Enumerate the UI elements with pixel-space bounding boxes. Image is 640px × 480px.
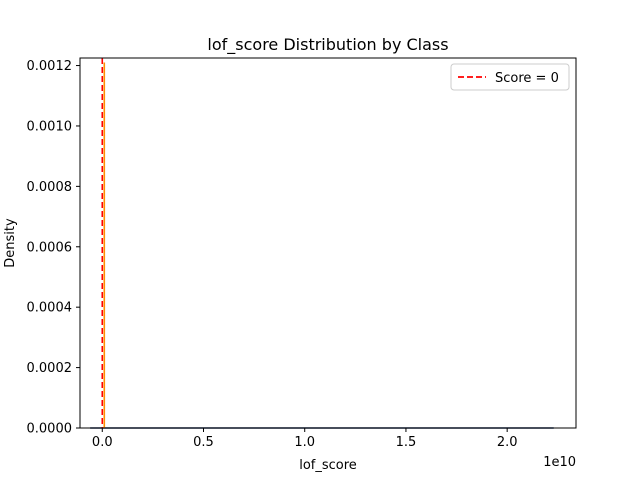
legend-box [450, 63, 570, 91]
x-offset-label: 1e10 [543, 455, 576, 470]
x-tick-label: 2.0 [497, 435, 518, 450]
legend-label-score-zero: Score = 0 [495, 71, 559, 86]
x-tick-label: 1.0 [294, 435, 315, 450]
y-tick-label: 0.0004 [27, 301, 73, 316]
x-tick-label: 0.0 [92, 435, 113, 450]
chart-title: lof_score Distribution by Class [207, 35, 448, 55]
y-tick-label: 0.0002 [27, 361, 73, 376]
x-axis-label: lof_score [299, 458, 357, 473]
axes-frame [79, 57, 577, 429]
x-tick-label: 0.5 [193, 435, 214, 450]
y-tick-label: 0.0006 [27, 240, 73, 255]
x-tick-label: 1.5 [396, 435, 417, 450]
y-tick-label: 0.0010 [27, 119, 73, 134]
y-tick-label: 0.0000 [27, 422, 73, 437]
y-tick-label: 0.0012 [27, 59, 73, 74]
legend: Score = 0 [450, 63, 570, 91]
y-axis-label: Density [3, 218, 18, 268]
y-axis: 0.0000 0.0002 0.0004 0.0006 0.0008 0.0010 0.00… [27, 59, 80, 437]
y-tick-label: 0.0008 [27, 180, 73, 195]
x-axis: 0.0 0.5 1.0 1.5 2.0 [92, 428, 518, 450]
